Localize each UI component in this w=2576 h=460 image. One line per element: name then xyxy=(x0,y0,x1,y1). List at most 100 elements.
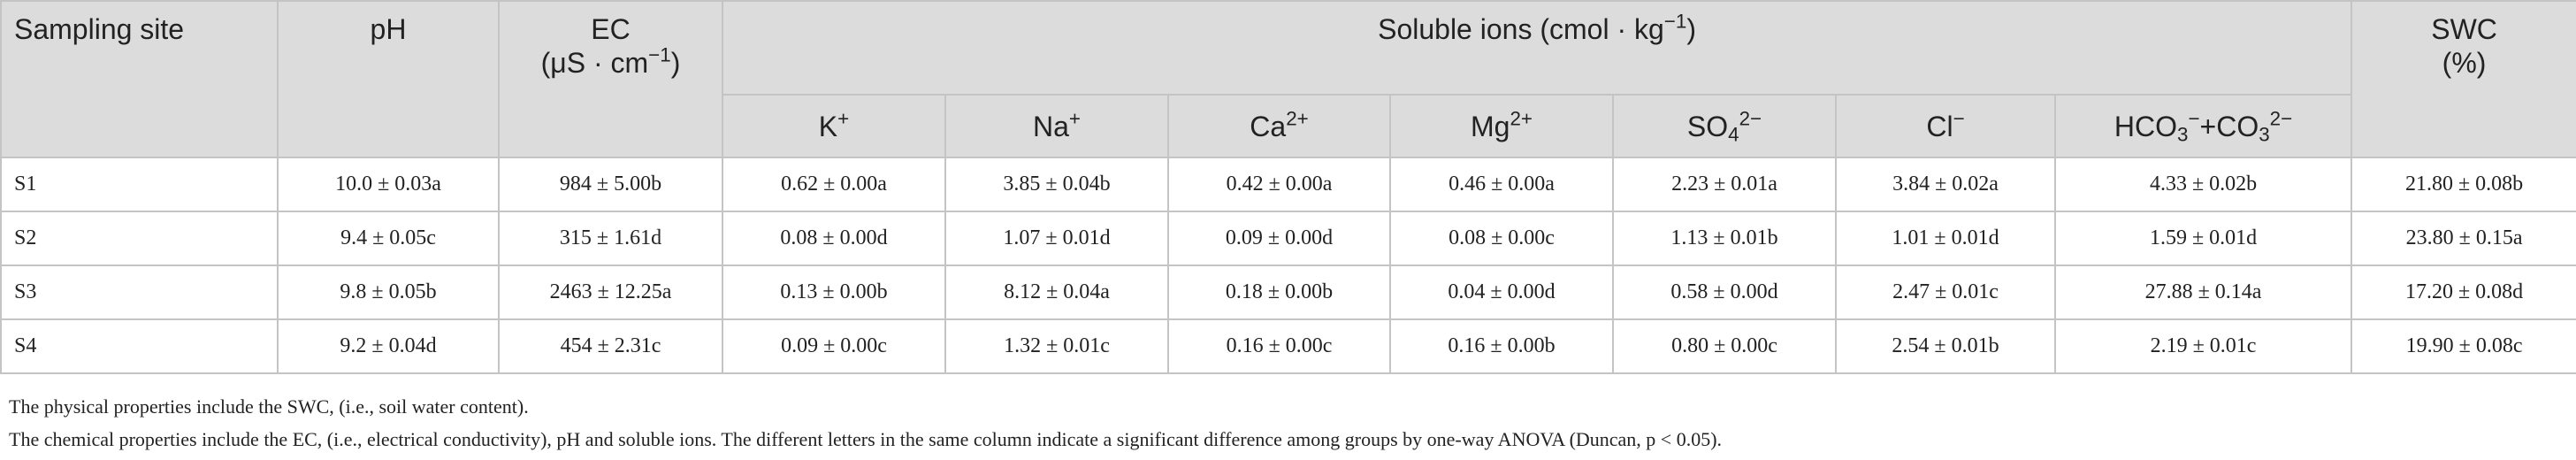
header-line: (μS · cm−1) xyxy=(512,43,709,80)
table-cell: 454 ± 2.31c xyxy=(498,318,723,374)
header-text: K xyxy=(818,110,838,142)
table-cell: 1.59 ± 0.01d xyxy=(2053,211,2353,266)
table-cell: S1 xyxy=(0,157,279,212)
header-text: 4 xyxy=(1728,123,1739,146)
header-text: 2− xyxy=(2269,107,2293,130)
header-text: −1 xyxy=(1663,10,1687,33)
footnote: The chemical properties include the EC, … xyxy=(9,428,1723,450)
header-text: −1 xyxy=(648,43,671,66)
header-cell: pH xyxy=(277,0,500,158)
table-cell: 1.13 ± 0.01b xyxy=(1612,211,1837,266)
table-cell: 1.01 ± 0.01d xyxy=(1835,211,2056,266)
header-text: 2+ xyxy=(1286,107,1309,130)
header-cell: Sampling site xyxy=(0,0,279,158)
header-cell: SO42− xyxy=(1612,94,1837,158)
header-line: SWC xyxy=(2365,12,2564,46)
header-text: Mg xyxy=(1471,110,1510,142)
header-cell: EC (μS · cm−1) xyxy=(498,0,723,158)
table-row: S1 10.0 ± 0.03a 984 ± 5.00b 0.62 ± 0.00a 3.8… xyxy=(0,157,2576,212)
table-cell: 23.80 ± 0.15a xyxy=(2351,211,2576,266)
header-text: + xyxy=(1068,107,1081,130)
table-cell: 2.47 ± 0.01c xyxy=(1835,264,2056,320)
table-cell: 0.08 ± 0.00d xyxy=(722,211,946,266)
header-cell: Ca2+ xyxy=(1167,94,1391,158)
header-line: Mg2+ xyxy=(1403,107,1600,143)
header-row: Sampling site pH EC (μS · cm−1) Soluble ions… xyxy=(0,0,2576,158)
table-cell: 9.8 ± 0.05b xyxy=(277,264,500,320)
header-text: − xyxy=(2188,107,2200,130)
header-text: 2− xyxy=(1739,107,1762,130)
table-header: Sampling site pH EC (μS · cm−1) Soluble ions… xyxy=(0,0,2576,158)
table-cell: 0.80 ± 0.00c xyxy=(1612,318,1837,374)
table-cell: 984 ± 5.00b xyxy=(498,157,723,212)
table-cell: 0.46 ± 0.00a xyxy=(1389,157,1614,212)
header-text: (μS · cm xyxy=(540,47,649,79)
header-line: pH xyxy=(291,12,485,46)
header-text: 3 xyxy=(2259,123,2270,146)
header-line: EC xyxy=(512,12,709,46)
table-cell: 0.16 ± 0.00b xyxy=(1389,318,1614,374)
header-cell: Cl− xyxy=(1835,94,2056,158)
table-row: S4 9.2 ± 0.04d 454 ± 2.31c 0.09 ± 0.00c 1.32… xyxy=(0,318,2576,374)
header-line: SO42− xyxy=(1626,107,1823,146)
header-text: +CO xyxy=(2199,110,2259,142)
table-cell: 2.54 ± 0.01b xyxy=(1835,318,2056,374)
footnote: The physical properties include the SWC,… xyxy=(9,395,529,418)
header-cell: Na+ xyxy=(944,94,1169,158)
header-text: SWC xyxy=(2431,13,2497,45)
header-text: pH xyxy=(370,13,407,45)
header-text: 3 xyxy=(2176,123,2189,146)
header-line: Soluble ions (cmol · kg−1) xyxy=(736,12,2338,46)
table-cell: 2463 ± 12.25a xyxy=(498,264,723,320)
table-cell: 0.09 ± 0.00c xyxy=(722,318,946,374)
header-line: Cl− xyxy=(1849,107,2042,143)
table-cell: 0.42 ± 0.00a xyxy=(1167,157,1391,212)
header-line: (%) xyxy=(2365,46,2564,80)
header-line: K+ xyxy=(736,107,932,143)
header-text: Na xyxy=(1033,110,1069,142)
header-row: K+ Na+ Ca2+ Mg2+ SO42− Cl− HCO3−+CO32− xyxy=(1,94,2576,158)
header-text: SO xyxy=(1686,110,1729,142)
header-text: HCO xyxy=(2114,110,2177,142)
data-table: Sampling site pH EC (μS · cm−1) Soluble ions… xyxy=(0,0,2576,374)
table-row: S3 9.8 ± 0.05b 2463 ± 12.25a 0.13 ± 0.00b 8.… xyxy=(0,264,2576,320)
header-text: 2+ xyxy=(1510,107,1533,130)
header-text: ) xyxy=(670,47,681,79)
table-cell: 3.84 ± 0.02a xyxy=(1835,157,2056,212)
table-cell: 0.18 ± 0.00b xyxy=(1167,264,1391,320)
header-text: Soluble ions (cmol · kg xyxy=(1378,13,1664,45)
header-cell: Soluble ions (cmol · kg−1) xyxy=(721,0,2353,96)
header-line: Na+ xyxy=(959,107,1155,143)
header-cell: SWC (%) xyxy=(2351,0,2576,158)
header-text: − xyxy=(1953,107,1965,130)
table-cell: 0.04 ± 0.00d xyxy=(1389,264,1614,320)
table-cell: 21.80 ± 0.08b xyxy=(2351,157,2576,212)
table-cell: 3.85 ± 0.04b xyxy=(944,157,1169,212)
table-cell: 27.88 ± 0.14a xyxy=(2053,264,2353,320)
table-cell: 2.23 ± 0.01a xyxy=(1612,157,1837,212)
header-cell: HCO3−+CO32− xyxy=(2053,94,2353,158)
table-cell: 1.32 ± 0.01c xyxy=(944,318,1169,374)
table-cell: 0.09 ± 0.00d xyxy=(1167,211,1391,266)
header-line: Ca2+ xyxy=(1181,107,1377,143)
header-text: EC xyxy=(591,13,631,45)
table-cell: 0.13 ± 0.00b xyxy=(722,264,946,320)
table-cell: S2 xyxy=(0,211,279,266)
table-cell: 2.19 ± 0.01c xyxy=(2053,318,2353,374)
table-row: S2 9.4 ± 0.05c 315 ± 1.61d 0.08 ± 0.00d 1.07… xyxy=(0,211,2576,266)
header-cell: Mg2+ xyxy=(1389,94,1614,158)
header-text: ) xyxy=(1686,13,1696,45)
table-cell: 17.20 ± 0.08d xyxy=(2351,264,2576,320)
table-cell: 0.58 ± 0.00d xyxy=(1612,264,1837,320)
table-cell: 0.16 ± 0.00c xyxy=(1167,318,1391,374)
table-cell: 1.07 ± 0.01d xyxy=(944,211,1169,266)
header-text: Ca xyxy=(1250,110,1287,142)
table-cell: 19.90 ± 0.08c xyxy=(2351,318,2576,374)
header-text: + xyxy=(837,107,850,130)
header-line: HCO3−+CO32− xyxy=(2068,107,2338,146)
table-body: S1 10.0 ± 0.03a 984 ± 5.00b 0.62 ± 0.00a 3.8… xyxy=(0,157,2576,374)
table-cell: 315 ± 1.61d xyxy=(498,211,723,266)
table-cell: 8.12 ± 0.04a xyxy=(944,264,1169,320)
table-cell: 0.08 ± 0.00c xyxy=(1389,211,1614,266)
